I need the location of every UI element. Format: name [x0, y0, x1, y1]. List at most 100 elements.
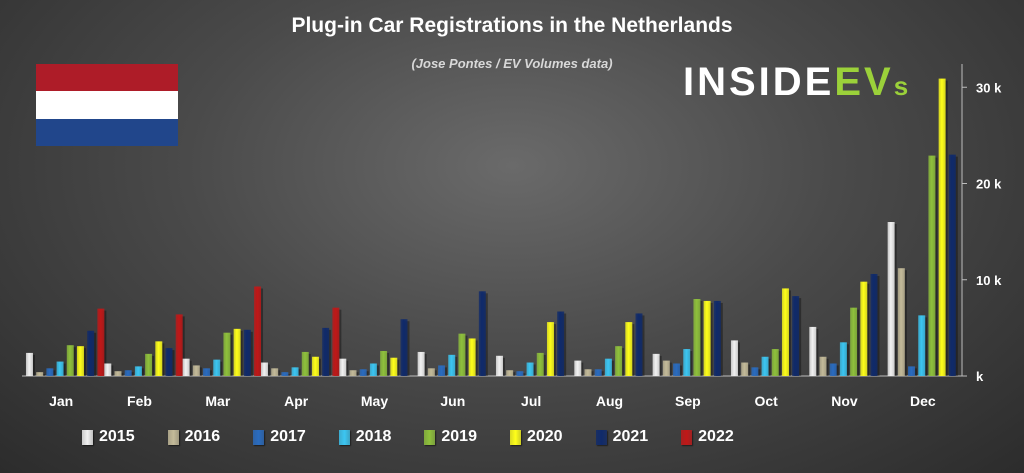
legend-label: 2020 — [526, 428, 563, 445]
bar-2018-Aug — [604, 358, 612, 376]
bar-2017-Oct — [751, 367, 759, 376]
legend-swatch — [82, 429, 93, 445]
bar-2020-Nov — [860, 281, 868, 376]
chart-title: Plug-in Car Registrations in the Netherl… — [291, 14, 733, 37]
bar-2017-Aug — [594, 369, 602, 376]
bar-2015-Feb — [104, 363, 112, 376]
bar-2019-Apr — [301, 351, 309, 376]
bar-2021-Feb — [165, 348, 173, 376]
legend-swatch — [509, 429, 521, 445]
bar-2017-Jan — [46, 368, 54, 376]
legend-item-2017: 2017 — [253, 428, 306, 446]
legend-swatch — [253, 429, 265, 445]
legend-item-2022: 2022 — [681, 428, 734, 446]
bar-2020-Apr — [311, 356, 319, 376]
legend-item-2018: 2018 — [338, 428, 392, 446]
y-tick-label: k — [976, 369, 984, 384]
bar-2015-Jun — [417, 351, 425, 376]
bar-2019-Jun — [458, 333, 466, 376]
bar-2020-May — [390, 357, 398, 376]
bar-2020-Dec — [938, 78, 946, 377]
legend-swatch — [338, 429, 350, 445]
chart-subtitle: (Jose Pontes / EV Volumes data) — [411, 56, 613, 71]
bar-2016-Sep — [662, 360, 670, 376]
bar-2021-Jul — [557, 311, 565, 376]
bar-2015-Mar — [182, 358, 190, 376]
legend-label: 2018 — [355, 428, 392, 445]
flag-stripe-blue — [36, 118, 178, 146]
bar-2020-Jan — [76, 346, 84, 376]
bar-2020-Jun — [468, 338, 476, 376]
bar-2021-Mar — [243, 329, 251, 376]
bar-2017-Feb — [124, 370, 132, 376]
bar-2019-Mar — [223, 332, 231, 376]
x-tick-label: Sep — [675, 393, 701, 409]
legend-label: 2017 — [270, 428, 306, 445]
bar-2018-Nov — [839, 342, 847, 376]
bar-2015-Jan — [25, 352, 33, 376]
bar-2017-Dec — [908, 366, 916, 376]
x-tick-label: Aug — [596, 393, 623, 409]
bar-2020-Oct — [781, 288, 789, 376]
bar-2015-May — [339, 358, 347, 376]
bar-2020-Mar — [233, 328, 241, 376]
bar-2019-Sep — [693, 299, 701, 376]
bar-2021-Jun — [478, 291, 486, 376]
insideevs-logo: INSIDEEVs — [683, 60, 908, 105]
x-tick-label: Nov — [831, 393, 858, 409]
bar-2019-Dec — [928, 155, 936, 376]
bar-2018-Jan — [56, 361, 64, 376]
bar-2016-Feb — [114, 371, 122, 376]
bar-2021-May — [400, 319, 408, 376]
bar-2017-Jul — [516, 371, 524, 376]
bar-2022-Mar — [254, 286, 262, 376]
bar-2021-Jan — [87, 330, 95, 376]
bar-2018-Jul — [526, 362, 534, 376]
bar-2018-Feb — [134, 366, 142, 376]
bar-2015-Jul — [495, 355, 503, 376]
x-tick-label: Oct — [754, 393, 778, 409]
bar-2020-Sep — [703, 300, 711, 376]
bar-2016-Aug — [584, 369, 592, 376]
bar-2019-Oct — [771, 349, 779, 376]
legend-item-2019: 2019 — [424, 428, 477, 446]
legend-swatch — [167, 429, 179, 445]
bar-2016-Jan — [36, 372, 44, 376]
bar-2017-Apr — [281, 372, 289, 376]
bar-2021-Aug — [635, 313, 643, 376]
legend-swatch — [681, 429, 693, 445]
bar-2018-Mar — [213, 359, 221, 376]
logo-text-inside: INSIDE — [683, 60, 835, 104]
bar-2018-May — [369, 363, 377, 376]
flag-stripe-white — [36, 91, 178, 119]
bar-2017-Nov — [829, 363, 837, 376]
x-tick-label: May — [361, 393, 388, 409]
bar-2016-Oct — [741, 362, 749, 376]
x-tick-label: Jan — [49, 393, 73, 409]
logo-text-ev: EV — [834, 60, 894, 104]
bar-2019-Feb — [145, 353, 153, 376]
legend-swatch — [595, 429, 607, 445]
y-tick-label: 10 k — [976, 273, 1002, 288]
bar-2015-Aug — [574, 360, 582, 376]
bar-2022-Apr — [332, 307, 340, 376]
netherlands-flag — [36, 64, 178, 146]
bar-2018-Dec — [918, 315, 926, 376]
bar-2016-Apr — [271, 368, 279, 376]
bar-2016-May — [349, 370, 357, 376]
bar-2016-Jul — [506, 370, 514, 376]
bar-2021-Oct — [792, 296, 800, 376]
bar-2018-Apr — [291, 367, 299, 376]
bar-2016-Nov — [819, 356, 827, 376]
bar-2017-Sep — [673, 363, 681, 376]
bar-2016-Dec — [897, 268, 905, 376]
x-tick-label: Jul — [521, 393, 541, 409]
bar-2016-Mar — [192, 365, 200, 376]
x-tick-label: Dec — [910, 393, 936, 409]
bar-2020-Feb — [155, 341, 163, 376]
bar-2021-Sep — [713, 300, 721, 376]
bar-2021-Dec — [948, 154, 956, 376]
bar-2015-Apr — [260, 362, 268, 376]
x-tick-label: Jun — [440, 393, 465, 409]
bar-2019-May — [380, 350, 388, 376]
